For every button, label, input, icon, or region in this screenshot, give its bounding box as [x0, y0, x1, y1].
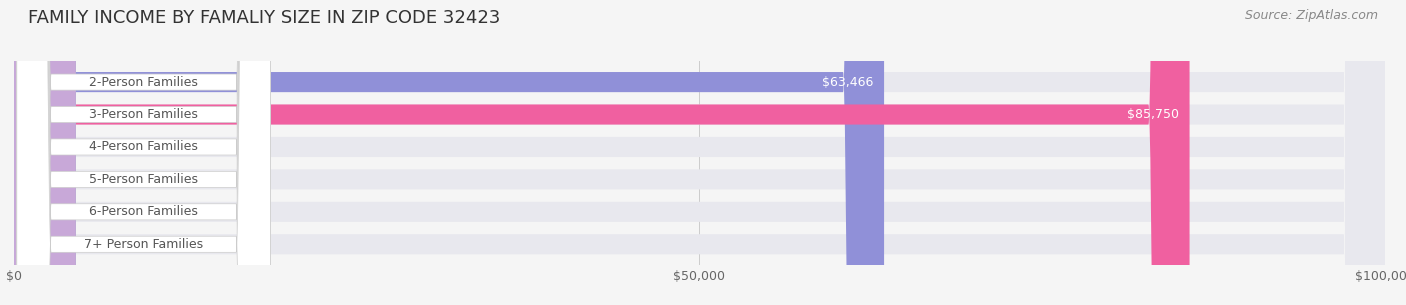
Text: 6-Person Families: 6-Person Families	[89, 205, 198, 218]
Text: $0: $0	[93, 141, 108, 153]
Text: Source: ZipAtlas.com: Source: ZipAtlas.com	[1244, 9, 1378, 22]
Text: 5-Person Families: 5-Person Families	[89, 173, 198, 186]
FancyBboxPatch shape	[14, 0, 76, 305]
Text: $0: $0	[93, 205, 108, 218]
Text: $0: $0	[93, 173, 108, 186]
Text: $63,466: $63,466	[821, 76, 873, 88]
Text: $85,750: $85,750	[1126, 108, 1178, 121]
FancyBboxPatch shape	[14, 0, 1189, 305]
FancyBboxPatch shape	[14, 0, 1385, 305]
FancyBboxPatch shape	[17, 0, 270, 305]
Text: 7+ Person Families: 7+ Person Families	[84, 238, 204, 251]
FancyBboxPatch shape	[14, 0, 1385, 305]
FancyBboxPatch shape	[17, 0, 270, 305]
Text: 2-Person Families: 2-Person Families	[89, 76, 198, 88]
FancyBboxPatch shape	[14, 0, 1385, 305]
Text: 4-Person Families: 4-Person Families	[89, 141, 198, 153]
FancyBboxPatch shape	[14, 0, 76, 305]
Text: $0: $0	[93, 238, 108, 251]
FancyBboxPatch shape	[17, 0, 270, 305]
FancyBboxPatch shape	[17, 0, 270, 305]
FancyBboxPatch shape	[14, 0, 1385, 305]
FancyBboxPatch shape	[14, 0, 76, 305]
FancyBboxPatch shape	[17, 0, 270, 305]
Text: 3-Person Families: 3-Person Families	[89, 108, 198, 121]
FancyBboxPatch shape	[17, 0, 270, 305]
FancyBboxPatch shape	[14, 0, 884, 305]
FancyBboxPatch shape	[14, 0, 1385, 305]
FancyBboxPatch shape	[14, 0, 1385, 305]
FancyBboxPatch shape	[14, 0, 76, 305]
Text: FAMILY INCOME BY FAMALIY SIZE IN ZIP CODE 32423: FAMILY INCOME BY FAMALIY SIZE IN ZIP COD…	[28, 9, 501, 27]
